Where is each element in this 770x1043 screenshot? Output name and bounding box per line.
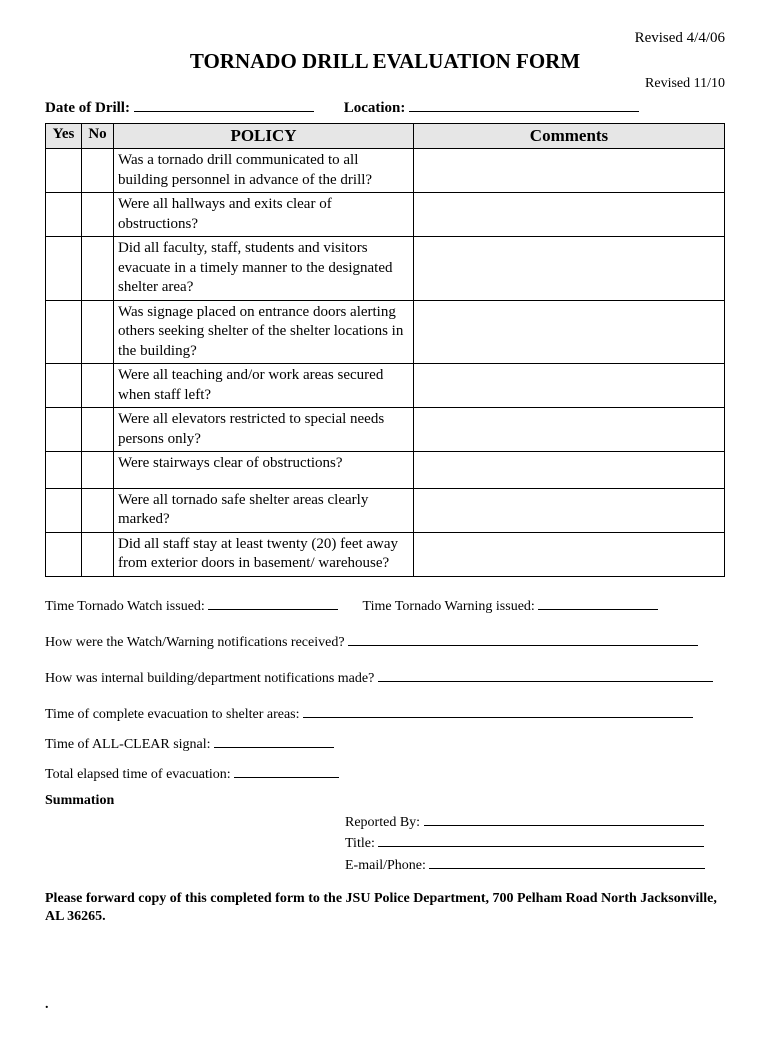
forward-instruction: Please forward copy of this completed fo… — [45, 890, 725, 926]
policy-cell: Was signage placed on entrance doors ale… — [114, 300, 414, 364]
how-received-input[interactable] — [348, 631, 698, 646]
date-of-drill-input[interactable] — [134, 96, 314, 112]
no-cell[interactable] — [82, 237, 114, 301]
time-evac-row: Time of complete evacuation to shelter a… — [45, 703, 725, 723]
location-label: Location: — [344, 100, 406, 116]
how-internal-row: How was internal building/department not… — [45, 667, 725, 687]
no-cell[interactable] — [82, 408, 114, 452]
no-cell[interactable] — [82, 452, 114, 489]
page-container: Revised 4/4/06 TORNADO DRILL EVALUATION … — [0, 0, 770, 1043]
header-policy: POLICY — [114, 124, 414, 149]
date-of-drill-label: Date of Drill: — [45, 100, 130, 116]
reported-email-label: E-mail/Phone: — [345, 858, 426, 873]
header-comments: Comments — [414, 124, 725, 149]
yes-cell[interactable] — [46, 237, 82, 301]
reported-block: Reported By: Title: E-mail/Phone: — [345, 811, 725, 877]
reported-title-label: Title: — [345, 836, 375, 851]
evaluation-table: Yes No POLICY Comments Was a tornado dri… — [45, 123, 725, 577]
how-received-row: How were the Watch/Warning notifications… — [45, 631, 725, 651]
no-cell[interactable] — [82, 149, 114, 193]
time-watch-input[interactable] — [208, 595, 338, 610]
comments-cell[interactable] — [414, 452, 725, 489]
table-row: Was a tornado drill communicated to all … — [46, 149, 725, 193]
reported-by-label: Reported By: — [345, 815, 420, 830]
table-row: Did all faculty, staff, students and vis… — [46, 237, 725, 301]
time-warning-label: Time Tornado Warning issued: — [363, 599, 535, 614]
yes-cell[interactable] — [46, 364, 82, 408]
yes-cell[interactable] — [46, 193, 82, 237]
table-row: Were all teaching and/or work areas secu… — [46, 364, 725, 408]
time-evac-label: Time of complete evacuation to shelter a… — [45, 707, 300, 722]
time-warning-input[interactable] — [538, 595, 658, 610]
yes-cell[interactable] — [46, 488, 82, 532]
header-no: No — [82, 124, 114, 149]
time-watch-row: Time Tornado Watch issued: Time Tornado … — [45, 595, 725, 615]
time-evac-input[interactable] — [303, 703, 693, 718]
yes-cell[interactable] — [46, 300, 82, 364]
comments-cell[interactable] — [414, 488, 725, 532]
top-fields-row: Date of Drill: Location: — [45, 96, 725, 117]
trailing-dot: . — [45, 997, 725, 1013]
no-cell[interactable] — [82, 532, 114, 576]
table-header-row: Yes No POLICY Comments — [46, 124, 725, 149]
summation-label: Summation — [45, 793, 725, 809]
table-row: Did all staff stay at least twenty (20) … — [46, 532, 725, 576]
policy-cell: Did all faculty, staff, students and vis… — [114, 237, 414, 301]
revised-date-sub: Revised 11/10 — [45, 76, 725, 92]
revised-date-top: Revised 4/4/06 — [45, 30, 725, 47]
table-row: Were all tornado safe shelter areas clea… — [46, 488, 725, 532]
comments-cell[interactable] — [414, 193, 725, 237]
no-cell[interactable] — [82, 193, 114, 237]
time-allclear-input[interactable] — [214, 733, 334, 748]
policy-cell: Were all elevators restricted to special… — [114, 408, 414, 452]
total-elapsed-input[interactable] — [234, 763, 339, 778]
how-internal-input[interactable] — [378, 667, 713, 682]
yes-cell[interactable] — [46, 532, 82, 576]
table-row: Were stairways clear of obstructions? — [46, 452, 725, 489]
no-cell[interactable] — [82, 300, 114, 364]
policy-cell: Were stairways clear of obstructions? — [114, 452, 414, 489]
comments-cell[interactable] — [414, 237, 725, 301]
form-title: TORNADO DRILL EVALUATION FORM — [45, 49, 725, 74]
yes-cell[interactable] — [46, 452, 82, 489]
comments-cell[interactable] — [414, 149, 725, 193]
yes-cell[interactable] — [46, 149, 82, 193]
time-allclear-row: Time of ALL-CLEAR signal: — [45, 733, 725, 753]
location-input[interactable] — [409, 96, 639, 112]
policy-cell: Did all staff stay at least twenty (20) … — [114, 532, 414, 576]
comments-cell[interactable] — [414, 300, 725, 364]
reported-by-input[interactable] — [424, 811, 704, 826]
yes-cell[interactable] — [46, 408, 82, 452]
total-elapsed-label: Total elapsed time of evacuation: — [45, 767, 231, 782]
policy-cell: Were all hallways and exits clear of obs… — [114, 193, 414, 237]
policy-cell: Were all tornado safe shelter areas clea… — [114, 488, 414, 532]
policy-cell: Was a tornado drill communicated to all … — [114, 149, 414, 193]
how-received-label: How were the Watch/Warning notifications… — [45, 635, 345, 650]
time-allclear-label: Time of ALL-CLEAR signal: — [45, 737, 211, 752]
header-yes: Yes — [46, 124, 82, 149]
table-row: Were all elevators restricted to special… — [46, 408, 725, 452]
comments-cell[interactable] — [414, 408, 725, 452]
time-watch-label: Time Tornado Watch issued: — [45, 599, 205, 614]
reported-title-input[interactable] — [378, 832, 704, 847]
comments-cell[interactable] — [414, 364, 725, 408]
table-row: Was signage placed on entrance doors ale… — [46, 300, 725, 364]
no-cell[interactable] — [82, 364, 114, 408]
policy-cell: Were all teaching and/or work areas secu… — [114, 364, 414, 408]
table-row: Were all hallways and exits clear of obs… — [46, 193, 725, 237]
how-internal-label: How was internal building/department not… — [45, 671, 374, 686]
reported-email-input[interactable] — [429, 854, 705, 869]
comments-cell[interactable] — [414, 532, 725, 576]
no-cell[interactable] — [82, 488, 114, 532]
total-elapsed-row: Total elapsed time of evacuation: — [45, 763, 725, 783]
